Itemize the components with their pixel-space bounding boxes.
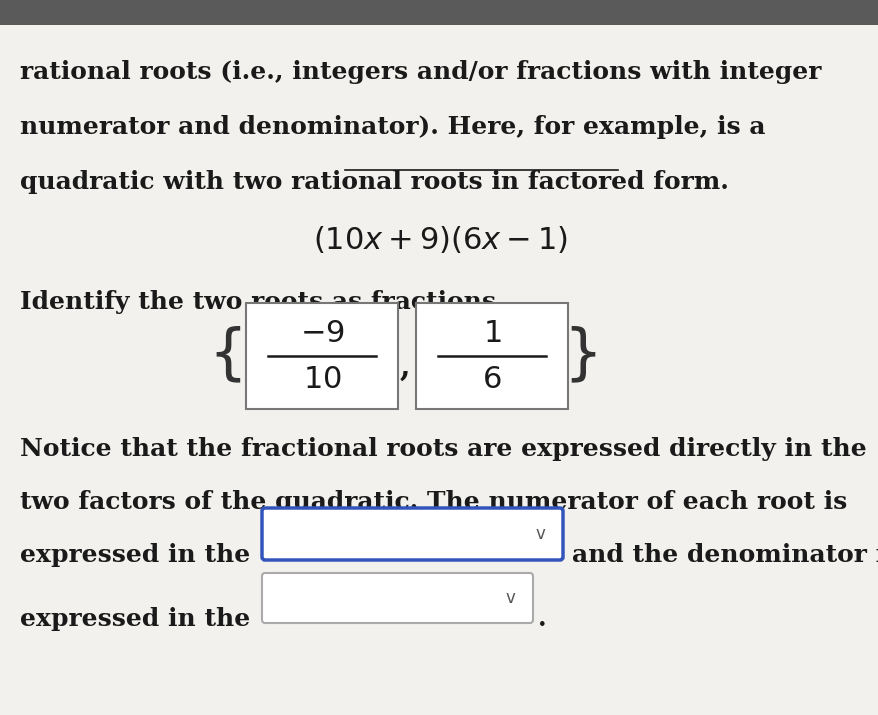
Text: .: . bbox=[537, 607, 546, 631]
Text: $10$: $10$ bbox=[302, 364, 341, 395]
Text: Notice that the fractional roots are expressed directly in the: Notice that the fractional roots are exp… bbox=[20, 437, 866, 461]
FancyBboxPatch shape bbox=[262, 573, 532, 623]
FancyBboxPatch shape bbox=[415, 303, 567, 409]
Text: $-9$: $-9$ bbox=[299, 318, 344, 349]
Text: $6$: $6$ bbox=[482, 364, 501, 395]
Text: quadratic with two rational roots in factored form.: quadratic with two rational roots in fac… bbox=[20, 170, 728, 194]
Text: v: v bbox=[535, 525, 544, 543]
Text: v: v bbox=[505, 589, 515, 607]
Text: rational roots (i.e., integers and/or fractions with integer: rational roots (i.e., integers and/or fr… bbox=[20, 60, 820, 84]
FancyBboxPatch shape bbox=[246, 303, 398, 409]
FancyBboxPatch shape bbox=[0, 0, 878, 25]
FancyBboxPatch shape bbox=[262, 508, 563, 560]
Text: expressed in the: expressed in the bbox=[20, 607, 250, 631]
Text: $(10x + 9)(6x - 1)$: $(10x + 9)(6x - 1)$ bbox=[313, 225, 567, 256]
Text: expressed in the: expressed in the bbox=[20, 543, 250, 567]
Text: two factors of the quadratic. The numerator of each root is: two factors of the quadratic. The numera… bbox=[20, 490, 846, 514]
Text: ,: , bbox=[399, 352, 410, 383]
Text: and the denominator is: and the denominator is bbox=[572, 543, 878, 567]
Text: numerator and denominator). Here, for example, is a: numerator and denominator). Here, for ex… bbox=[20, 115, 765, 139]
Text: $\}$: $\}$ bbox=[563, 325, 596, 385]
FancyBboxPatch shape bbox=[0, 25, 878, 715]
Text: $\{$: $\{$ bbox=[208, 325, 241, 385]
Text: $1$: $1$ bbox=[482, 318, 500, 349]
Text: Identify the two roots as fractions.: Identify the two roots as fractions. bbox=[20, 290, 504, 314]
